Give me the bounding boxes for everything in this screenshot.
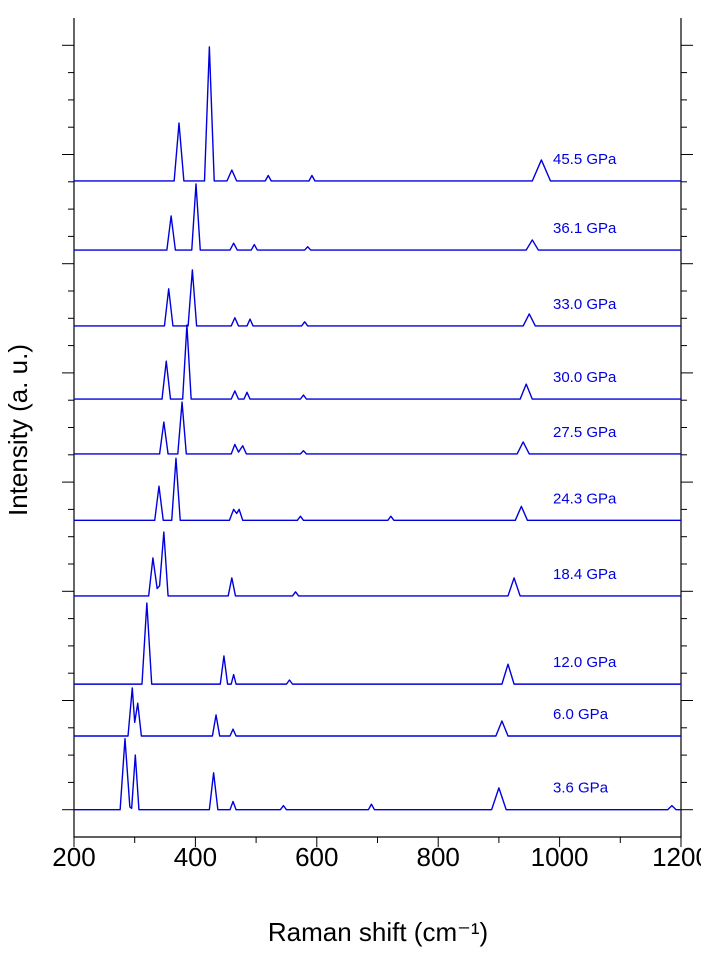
spectrum-label: 36.1 GPa [553, 220, 617, 237]
spectrum-label: 30.0 GPa [553, 369, 617, 386]
spectrum-line [74, 183, 681, 251]
spectrum-line [74, 531, 681, 597]
x-tick-label: 400 [174, 842, 217, 872]
spectrum-label: 12.0 GPa [553, 654, 617, 671]
spectrum-label: 24.3 GPa [553, 490, 617, 507]
x-tick-label: 800 [417, 842, 460, 872]
spectrum-label: 27.5 GPa [553, 424, 617, 441]
spectrum-label: 3.6 GPa [553, 780, 609, 797]
spectrum-line [74, 687, 681, 737]
y-axis-title: Intensity (a. u.) [3, 344, 33, 516]
spectrum-line [74, 457, 681, 522]
spectrum-line [74, 738, 681, 811]
x-tick-label: 1200 [652, 842, 701, 872]
x-axis-title: Raman shift (cm⁻¹) [268, 917, 488, 947]
x-tick-label: 1000 [531, 842, 589, 872]
x-tick-label: 200 [52, 842, 95, 872]
spectrum-line [74, 401, 681, 455]
spectrum-line [74, 602, 681, 685]
spectrum-line [74, 269, 681, 327]
spectrum-label: 18.4 GPa [553, 566, 617, 583]
spectrum-label: 33.0 GPa [553, 296, 617, 313]
spectrum-label: 6.0 GPa [553, 706, 609, 723]
x-tick-label: 600 [295, 842, 338, 872]
spectrum-line [74, 324, 681, 400]
spectrum-line [74, 46, 681, 182]
spectrum-label: 45.5 GPa [553, 151, 617, 168]
